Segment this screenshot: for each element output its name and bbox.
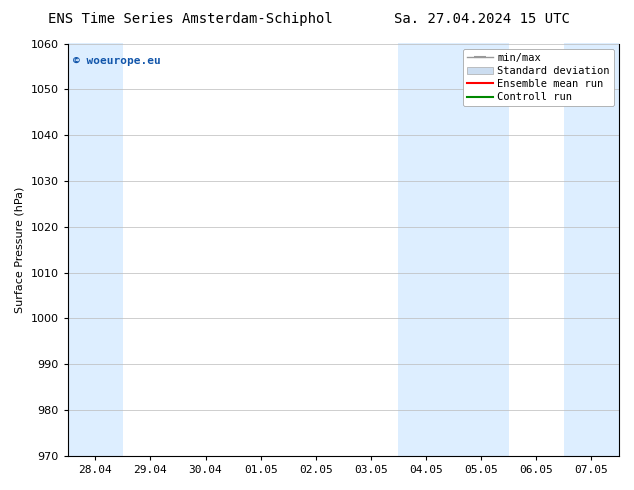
Text: © woeurope.eu: © woeurope.eu [73,56,161,66]
Y-axis label: Surface Pressure (hPa): Surface Pressure (hPa) [15,187,25,313]
Bar [399,44,508,456]
Text: Sa. 27.04.2024 15 UTC: Sa. 27.04.2024 15 UTC [394,12,570,26]
Legend: min/max, Standard deviation, Ensemble mean run, Controll run: min/max, Standard deviation, Ensemble me… [463,49,614,106]
Bar [564,44,619,456]
Bar [68,44,123,456]
Text: ENS Time Series Amsterdam-Schiphol: ENS Time Series Amsterdam-Schiphol [48,12,333,26]
